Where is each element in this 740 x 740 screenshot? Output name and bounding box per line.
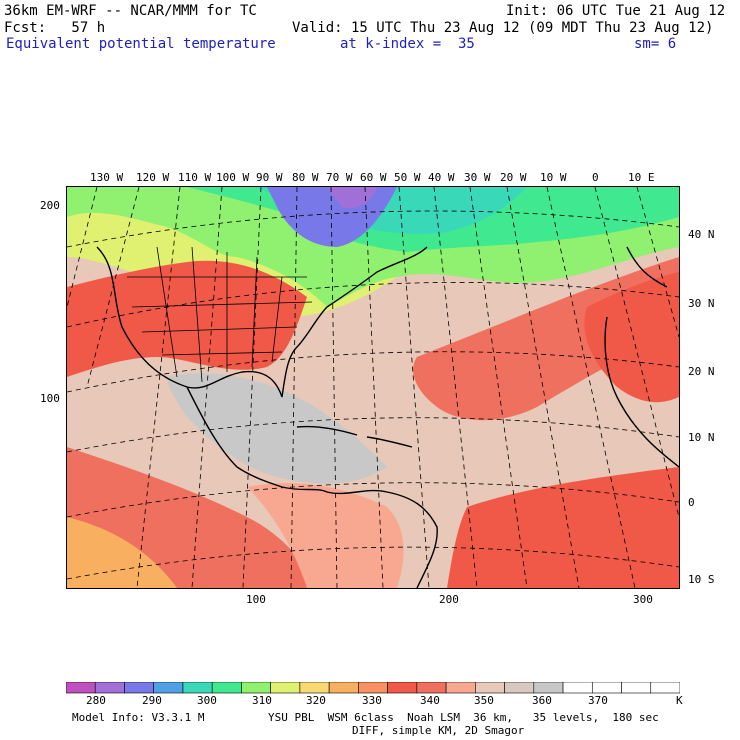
colorbar-swatch [621,682,652,694]
colorbar [66,682,680,694]
forecast-hour: Fcst: 57 h [4,20,106,36]
south-america-warm [247,483,404,588]
colorbar-swatch [387,682,418,694]
init-time: Init: 06 UTC Tue 21 Aug 12 [506,3,726,19]
x-grid-label: 100 [246,593,266,606]
orange-region-pacific [67,517,177,588]
coastlines [96,246,679,588]
lat-label: 30 N [688,297,715,310]
colorbar-swatch [504,682,535,694]
colorbar-label: 280 [86,694,106,707]
warm-region-us [67,260,307,377]
model-info: Model Info: V3.3.1 M [72,711,205,724]
colorbar-swatch [124,682,155,694]
x-grid-label: 200 [439,593,459,606]
lon-label: 110 W [178,171,212,184]
colorbar-swatch [475,682,505,694]
colorbar-label: 320 [306,694,326,707]
lat-label: 20 N [688,365,715,378]
colorbar-swatch [562,682,593,694]
colorbar-swatch [94,682,125,694]
lon-label: 40 W [428,171,455,184]
colorbar-label: 310 [252,694,272,707]
colorbar-label: 300 [197,694,217,707]
lon-label: 50 W [394,171,421,184]
lat-label: 10 S [688,573,715,586]
warm-region-south-atlantic [447,467,679,588]
lon-label: 70 W [326,171,353,184]
lon-label: 0 [592,171,599,184]
colorbar-swatch [270,682,301,694]
colorbar-label: 360 [532,694,552,707]
colorbar-units: K [676,694,683,707]
smoothing-info: sm= 6 [634,36,677,52]
colorbar-swatch [358,682,388,694]
lat-label: 0 [688,496,695,509]
colorbar-label: 350 [474,694,494,707]
colorbar-label: 330 [362,694,382,707]
y-grid-label: 100 [40,392,60,405]
graticule [67,187,679,588]
cold-core [327,187,377,209]
colorbar-swatch [66,682,96,694]
lat-label: 40 N [688,228,715,241]
lon-label: 20 W [500,171,527,184]
valid-time: Valid: 15 UTC Thu 23 Aug 12 (09 MDT Thu … [292,20,714,36]
lon-label: 100 W [216,171,250,184]
grey-region-caribbean [167,373,387,484]
lon-label: 60 W [360,171,387,184]
lon-label: 130 W [90,171,124,184]
lat-label: 10 N [688,431,715,444]
colorbar-swatch [533,682,564,694]
state-borders [127,246,313,383]
map-frame [66,186,680,589]
theta-e-map [67,187,679,588]
colorbar-label: 290 [142,694,162,707]
lon-label: 90 W [256,171,283,184]
level-info: at k-index = 35 [340,36,475,52]
lon-label: 120 W [136,171,170,184]
model-title: 36km EM-WRF -- NCAR/MMM for TC [4,3,257,19]
lon-label: 10 W [540,171,567,184]
lon-label: 10 E [628,171,655,184]
colorbar-label: 370 [588,694,608,707]
colorbar-swatch [153,682,184,694]
lon-label: 80 W [292,171,319,184]
x-grid-label: 300 [633,593,653,606]
colorbar-swatch [328,682,359,694]
colorbar-swatch [211,682,242,694]
y-grid-label: 200 [40,199,60,212]
diffusion-info: DIFF, simple KM, 2D Smagor [352,724,525,737]
colorbar-label: 340 [420,694,440,707]
physics-info: YSU PBL WSM 6class Noah LSM 36 km, 35 le… [268,711,659,724]
lon-label: 30 W [464,171,491,184]
colorbar-swatch [299,682,330,694]
colorbar-swatch [591,682,622,694]
colorbar-swatch [445,682,476,694]
colorbar-swatch [182,682,213,694]
colorbar-swatch [650,682,680,694]
colorbar-swatch [241,682,271,694]
field-name: Equivalent potential temperature [6,36,276,52]
colorbar-swatch [416,682,447,694]
